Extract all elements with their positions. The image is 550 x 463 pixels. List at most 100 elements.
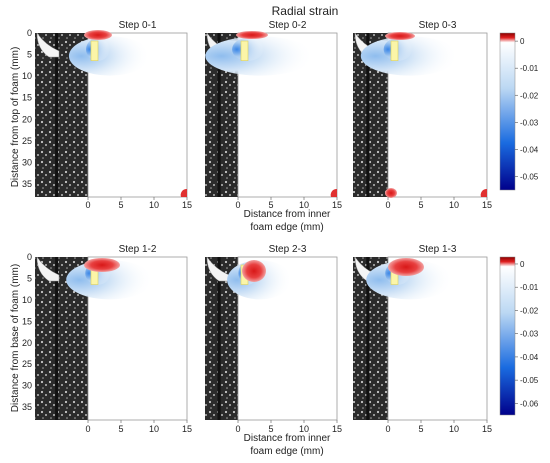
x-axis-label-top-line2: foam edge (mm) <box>250 222 323 233</box>
colorbar-top-ticks: 0 -0.01 -0.02 -0.03 -0.04 -0.05 <box>515 37 539 181</box>
ct-scan-cap <box>36 256 60 282</box>
y-tick-label: 20 <box>22 338 32 348</box>
panel-1-0: Step 1-2 0 5 10 15 0 5 10 15 20 25 30 35 <box>22 244 192 434</box>
x-tick-label: 5 <box>118 424 123 434</box>
y-tick-label: 5 <box>27 50 32 60</box>
panel-1-2: Step 1-3 0 5 10 15 <box>353 244 492 434</box>
x-tick-label: 15 <box>482 200 492 210</box>
colorbar-tick-label: -0.02 <box>520 306 539 315</box>
y-tick-label: 15 <box>22 316 32 326</box>
y-tick-label: 5 <box>27 273 32 283</box>
x-axis-label-top-line1: Distance from inner <box>244 209 331 220</box>
ct-scan-gap <box>217 33 221 197</box>
x-tick-label: 5 <box>118 200 123 210</box>
y-tick-label: 20 <box>22 114 32 124</box>
foam-edge-region <box>90 40 99 61</box>
x-tick-label: 0 <box>235 200 240 210</box>
x-axis-label-bottom-line1: Distance from inner <box>244 433 331 444</box>
x-tick-label: 0 <box>385 200 390 210</box>
positive-strain-corner <box>180 188 187 197</box>
positive-strain-spot <box>236 31 268 39</box>
y-tick-label: 25 <box>22 136 32 146</box>
x-axis-label-bottom-line2: foam edge (mm) <box>250 446 323 457</box>
ct-scan-gap <box>55 33 59 197</box>
panel-0-0: Step 0-1 0 5 10 15 0 5 10 15 20 25 30 35 <box>22 20 192 210</box>
x-tick-label: 15 <box>332 424 342 434</box>
y-tick-label: 35 <box>22 402 32 412</box>
panel-0-1: Step 0-2 0 5 10 15 <box>205 20 342 210</box>
x-tick-label: 15 <box>182 200 192 210</box>
ct-scan-gap <box>55 257 59 420</box>
x-tick-label: 5 <box>268 424 273 434</box>
positive-strain-spot <box>242 260 266 282</box>
x-tick-label: 0 <box>235 424 240 434</box>
colorbar-tick-label: -0.03 <box>520 118 539 127</box>
y-axis-label-top: Distance from top of foam (mm) <box>10 47 21 188</box>
y-tick-label: 30 <box>22 157 32 167</box>
colorbar-tick-label: -0.02 <box>520 91 539 100</box>
x-tick-label: 5 <box>268 200 273 210</box>
x-tick-label: 10 <box>149 200 159 210</box>
colorbar-bottom-gradient <box>499 256 516 416</box>
positive-strain-spot <box>84 30 112 40</box>
chart-title: Radial strain <box>272 4 339 18</box>
ct-scan-gap <box>366 33 370 197</box>
colorbar-tick-label: 0 <box>520 260 525 269</box>
colorbar-top: 0 -0.01 -0.02 -0.03 -0.04 -0.05 <box>499 32 539 191</box>
y-tick-label: 30 <box>22 381 32 391</box>
x-tick-label: 10 <box>449 424 459 434</box>
colorbar-bottom-ticks: 0 -0.01 -0.02 -0.03 -0.04 -0.05 -0.06 <box>515 260 539 408</box>
y-tick-label: 10 <box>22 295 32 305</box>
x-tick-label: 15 <box>182 424 192 434</box>
x-tick-label: 10 <box>149 424 159 434</box>
x-tick-label: 0 <box>385 424 390 434</box>
y-tick-label: 0 <box>27 28 32 38</box>
panels-layer: Step 0-1 0 5 10 15 0 5 10 15 20 25 30 35 Step 0-2 0 5 10… <box>22 20 492 434</box>
panel-title: Step 1-3 <box>419 244 457 255</box>
colorbar-bottom: 0 -0.01 -0.02 -0.03 -0.04 -0.05 -0.06 <box>499 256 539 416</box>
colorbar-tick-label: -0.01 <box>520 283 539 292</box>
y-tick-label: 25 <box>22 359 32 369</box>
positive-strain-spot <box>385 188 397 198</box>
x-tick-label: 15 <box>332 200 342 210</box>
positive-strain-spot <box>388 258 424 276</box>
x-tick-label: 10 <box>299 200 309 210</box>
x-tick-label: 5 <box>418 424 423 434</box>
x-tick-label: 0 <box>85 424 90 434</box>
ct-scan-cap <box>36 32 60 58</box>
colorbar-top-gradient <box>499 32 516 191</box>
positive-strain-corner <box>480 188 487 197</box>
strain-field-plume <box>360 36 459 76</box>
y-tick-label: 10 <box>22 71 32 81</box>
y-tick-label: 35 <box>22 179 32 189</box>
y-tick-label: 0 <box>27 252 32 262</box>
panel-title: Step 0-1 <box>119 20 157 31</box>
positive-strain-corner <box>330 188 337 197</box>
panel-title: Step 1-2 <box>119 244 157 255</box>
colorbar-tick-label: -0.04 <box>520 145 539 154</box>
y-axis-label-bottom: Distance from base of foam (mm) <box>10 264 21 412</box>
x-tick-label: 10 <box>299 424 309 434</box>
foam-edge-region <box>390 40 399 61</box>
colorbar-tick-label: -0.01 <box>520 64 539 73</box>
colorbar-tick-label: -0.04 <box>520 353 539 362</box>
ct-scan-gap <box>217 257 221 420</box>
panel-1-1: Step 2-3 0 5 10 15 <box>205 244 342 434</box>
x-tick-label: 5 <box>418 200 423 210</box>
colorbar-tick-label: 0 <box>520 37 525 46</box>
colorbar-tick-label: -0.05 <box>520 172 539 181</box>
x-tick-label: 0 <box>85 200 90 210</box>
panel-title: Step 0-3 <box>419 20 457 31</box>
x-tick-label: 10 <box>449 200 459 210</box>
foam-edge-region <box>240 40 249 61</box>
panel-0-2: Step 0-3 0 5 10 15 <box>353 20 492 210</box>
positive-strain-spot <box>385 32 415 40</box>
y-tick-label: 15 <box>22 93 32 103</box>
positive-strain-spot <box>84 258 120 272</box>
panel-title: Step 2-3 <box>269 244 307 255</box>
x-tick-label: 15 <box>482 424 492 434</box>
ct-scan-gap <box>366 257 370 420</box>
colorbar-tick-label: -0.03 <box>520 330 539 339</box>
panel-title: Step 0-2 <box>269 20 307 31</box>
